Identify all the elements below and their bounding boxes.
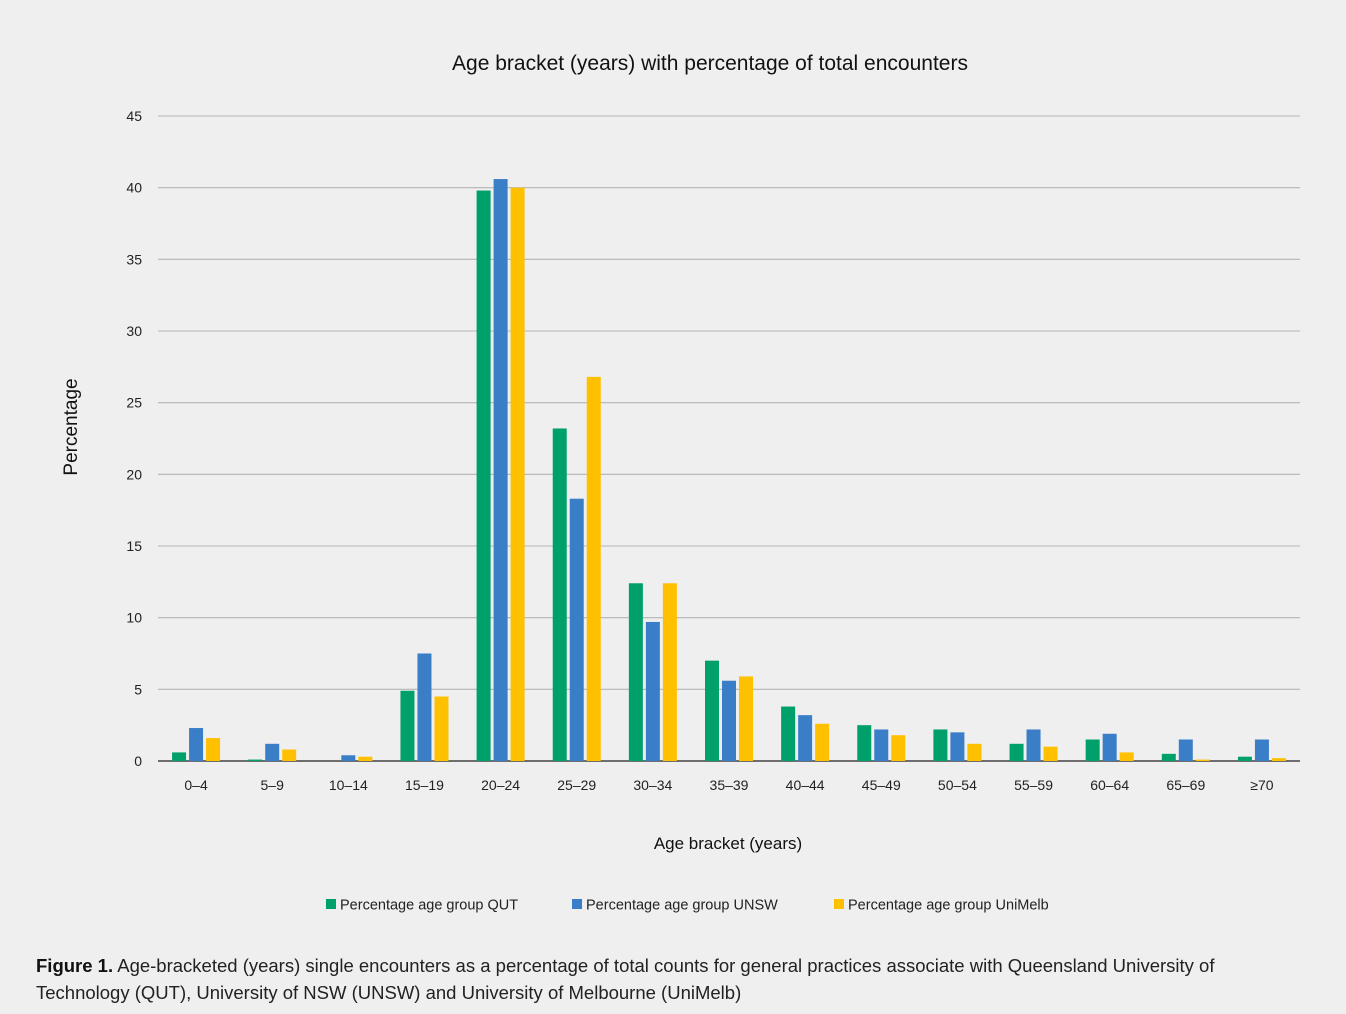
bar — [645, 621, 660, 761]
x-tick-label: 20–24 — [481, 777, 520, 793]
legend-label: Percentage age group UNSW — [586, 898, 778, 914]
bar — [874, 729, 889, 761]
bars — [172, 179, 1286, 762]
x-tick-label: ≥70 — [1250, 777, 1273, 793]
x-tick-label: 45–49 — [862, 777, 901, 793]
caption-label: Figure 1. — [36, 955, 114, 976]
bar — [798, 715, 813, 761]
bar — [1161, 753, 1176, 761]
bar — [662, 583, 677, 761]
x-axis-label: Age bracket (years) — [654, 834, 802, 853]
legend-label: Percentage age group QUT — [340, 898, 518, 914]
bar — [248, 759, 263, 761]
y-tick-label: 0 — [134, 753, 142, 769]
bar — [1043, 746, 1058, 761]
y-tick-label: 45 — [126, 108, 142, 124]
bar — [1026, 729, 1041, 761]
bar — [400, 690, 415, 761]
x-tick-label: 10–14 — [329, 777, 368, 793]
legend-label: Percentage age group UniMelb — [848, 898, 1049, 914]
x-tick-label: 60–64 — [1090, 777, 1129, 793]
y-axis-label: Percentage — [61, 378, 82, 475]
bar — [476, 190, 491, 762]
bar — [206, 738, 221, 761]
y-tick-label: 35 — [126, 251, 142, 267]
legend-swatch — [326, 899, 336, 909]
x-tick-label: 55–59 — [1014, 777, 1053, 793]
bar — [933, 729, 948, 761]
bar — [1237, 756, 1252, 761]
bar — [1195, 759, 1210, 761]
y-tick-label: 10 — [126, 610, 142, 626]
figure-caption: Figure 1. Age-bracketed (years) single e… — [36, 952, 1306, 1006]
bar — [1085, 739, 1100, 761]
bar — [705, 660, 719, 761]
bar — [569, 498, 584, 761]
x-tick-label: 5–9 — [261, 777, 285, 793]
bar — [1009, 743, 1024, 761]
bar — [358, 756, 373, 761]
x-tick-label: 15–19 — [405, 777, 444, 793]
x-tick-label: 0–4 — [184, 777, 208, 793]
chart-panel — [10, 12, 1336, 944]
bar — [1178, 739, 1193, 761]
x-tick-label: 30–34 — [633, 777, 672, 793]
x-tick-label: 40–44 — [786, 777, 825, 793]
bar — [781, 706, 796, 761]
bar — [1119, 752, 1134, 761]
bar — [815, 723, 830, 761]
legend-swatch — [834, 899, 844, 909]
bar — [891, 735, 906, 761]
y-tick-label: 25 — [126, 395, 142, 411]
bar — [282, 749, 297, 761]
x-tick-label: 65–69 — [1166, 777, 1205, 793]
y-tick-label: 20 — [126, 466, 142, 482]
y-tick-label: 30 — [126, 323, 142, 339]
legend: Percentage age group QUT Percentage age g… — [326, 898, 1049, 914]
bar — [857, 725, 872, 761]
y-tick-label: 5 — [134, 681, 142, 697]
bar — [510, 187, 525, 761]
y-tick-label: 40 — [126, 180, 142, 196]
y-axis-ticks: 0 5 10 15 20 25 30 35 40 45 — [126, 108, 142, 769]
legend-swatch — [572, 899, 582, 909]
bar — [967, 743, 982, 761]
x-tick-label: 50–54 — [938, 777, 977, 793]
bar — [172, 752, 187, 761]
bar — [434, 696, 449, 761]
bar — [722, 680, 736, 761]
x-tick-label: 25–29 — [557, 777, 596, 793]
bar — [265, 743, 280, 761]
bar — [950, 732, 965, 761]
bar — [1254, 739, 1269, 761]
bar — [1102, 733, 1117, 761]
caption-text: Age-bracketed (years) single encounters … — [36, 955, 1215, 1003]
bar — [628, 583, 643, 761]
x-tick-label: 35–39 — [710, 777, 749, 793]
bar — [417, 653, 432, 761]
grid-lines — [158, 115, 1300, 762]
bar — [586, 376, 601, 761]
chart-title: Age bracket (years) with percentage of t… — [452, 52, 968, 75]
bar — [552, 428, 567, 761]
y-tick-label: 15 — [126, 538, 142, 554]
bar — [189, 728, 204, 761]
bar — [341, 755, 356, 761]
bar — [1271, 758, 1286, 761]
bar — [739, 676, 753, 761]
bar — [493, 179, 508, 762]
x-axis-ticks: 0–4 5–9 10–14 15–19 20–24 25–29 30–34 35–39 40–4… — [184, 777, 1273, 793]
